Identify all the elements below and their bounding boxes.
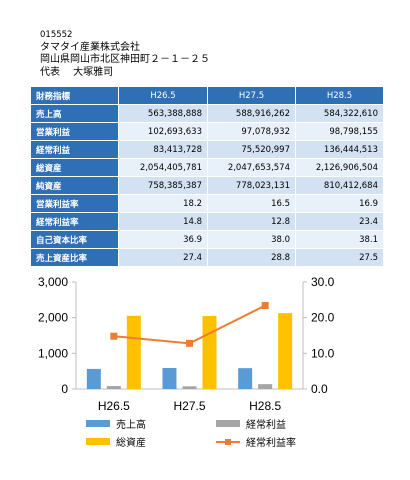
x-tick-label: H26.5: [98, 399, 130, 413]
table-cell: 2,047,653,574: [207, 158, 296, 177]
company-code: 015552: [40, 30, 73, 40]
bar-1: [86, 368, 101, 389]
company-name: タマタイ産業株式会社: [40, 41, 140, 53]
row-label: 売上高: [30, 104, 119, 123]
y-left-tick-label: 2,000: [38, 311, 68, 325]
table-cell: 27.4: [118, 248, 208, 267]
year-header: H28.5: [295, 86, 384, 105]
table-cell: 98,798,155: [295, 122, 384, 141]
table-cell: 27.5: [295, 248, 384, 267]
bar-2: [182, 386, 197, 389]
bar-1: [162, 367, 177, 389]
y-left-tick-label: 3,000: [38, 275, 68, 289]
ratio-point: [261, 302, 269, 310]
bar-3: [202, 315, 217, 389]
row-label: 売上資産比率: [30, 248, 119, 267]
table-cell: 38.1: [295, 230, 384, 249]
table-row: 営業利益率 18.2 16.5 16.9: [30, 194, 384, 213]
x-tick-label: H27.5: [173, 399, 205, 413]
bar-2: [106, 386, 121, 389]
table-cell: 584,322,610: [295, 104, 384, 123]
table-cell: 563,388,888: [118, 104, 208, 123]
table-cell: 14.8: [118, 212, 208, 231]
table-cell: 588,916,262: [207, 104, 296, 123]
row-label: 経常利益: [30, 140, 119, 159]
ratio-point: [110, 332, 118, 340]
x-tick-label: H28.5: [249, 399, 281, 413]
table-cell: 18.2: [118, 194, 208, 213]
row-label: 総資産: [30, 158, 119, 177]
company-address: 岡山県岡山市北区神田町２－１－２５: [40, 54, 210, 65]
bar-1: [238, 368, 253, 389]
table-row: 経常利益 83,413,728 75,520,997 136,444,513: [30, 140, 384, 159]
y-left-tick-label: 1,000: [38, 346, 68, 360]
financial-chart: 0 1,000 2,000 3,000 0.0 10.0 20.0 30.0 H26.5 H27.…: [38, 275, 335, 449]
company-representative: 代表 大塚雅司: [40, 66, 114, 78]
table-header-row: 財務指標 H26.5 H27.5 H28.5: [30, 86, 384, 105]
table-cell: 36.9: [118, 230, 208, 249]
table-cell: 12.8: [207, 212, 296, 231]
row-label: 営業利益: [30, 122, 119, 141]
legend-label: 経常利益: [246, 418, 286, 431]
financial-table: 財務指標 H26.5 H27.5 H28.5 売上高 563,388,888 5…: [30, 86, 384, 267]
table-cell: 75,520,997: [207, 140, 296, 159]
table-cell: 16.9: [295, 194, 384, 213]
row-label: 経常利益率: [30, 212, 119, 231]
legend-swatch: [216, 420, 240, 427]
table-row: 売上資産比率 27.4 28.8 27.5: [30, 248, 384, 267]
table-cell: 28.8: [207, 248, 296, 267]
row-label: 純資産: [30, 176, 119, 195]
year-header: H27.5: [207, 86, 296, 105]
row-label: 営業利益率: [30, 194, 119, 213]
legend-swatch: [86, 438, 110, 445]
table-cell: 136,444,513: [295, 140, 384, 159]
table-cell: 83,413,728: [118, 140, 208, 159]
table-cell: 102,693,633: [118, 122, 208, 141]
bar-3: [278, 313, 293, 389]
legend-label: 総資産: [116, 436, 146, 449]
legend-swatch-marker: [225, 439, 231, 445]
table-row: 総資産 2,054,405,781 2,047,653,574 2,126,90…: [30, 158, 384, 177]
table-cell: 2,054,405,781: [118, 158, 208, 177]
table-row: 売上高 563,388,888 588,916,262 584,322,610: [30, 104, 384, 123]
table-corner-label: 財務指標: [30, 86, 119, 105]
row-label: 自己資本比率: [30, 230, 119, 249]
table-row: 自己資本比率 36.9 38.0 38.1: [30, 230, 384, 249]
table-cell: 23.4: [295, 212, 384, 231]
table-cell: 778,023,131: [207, 176, 296, 195]
company-header: 015552 タマタイ産業株式会社 岡山県岡山市北区神田町２－１－２５ 代表 大…: [40, 29, 210, 79]
table-cell: 38.0: [207, 230, 296, 249]
legend-label: 売上高: [116, 418, 146, 431]
table-cell: 16.5: [207, 194, 296, 213]
y-right-tick-label: 0.0: [311, 382, 328, 396]
y-right-tick-label: 20.0: [311, 311, 335, 325]
year-header: H26.5: [118, 86, 208, 105]
bar-3: [126, 315, 141, 389]
table-row: 営業利益 102,693,633 97,078,932 98,798,155: [30, 122, 384, 141]
y-right-tick-label: 30.0: [311, 275, 335, 289]
bar-2: [258, 384, 273, 389]
table-cell: 758,385,387: [118, 176, 208, 195]
table-cell: 97,078,932: [207, 122, 296, 141]
table-cell: 810,412,684: [295, 176, 384, 195]
ratio-point: [186, 339, 193, 347]
table-row: 経常利益率 14.8 12.8 23.4: [30, 212, 384, 231]
legend-label: 経常利益率: [246, 436, 296, 449]
legend-swatch: [86, 420, 110, 427]
y-left-tick-label: 0: [61, 382, 68, 396]
table-cell: 2,126,906,504: [295, 158, 384, 177]
y-right-tick-label: 10.0: [311, 346, 335, 360]
table-row: 純資産 758,385,387 778,023,131 810,412,684: [30, 176, 384, 195]
